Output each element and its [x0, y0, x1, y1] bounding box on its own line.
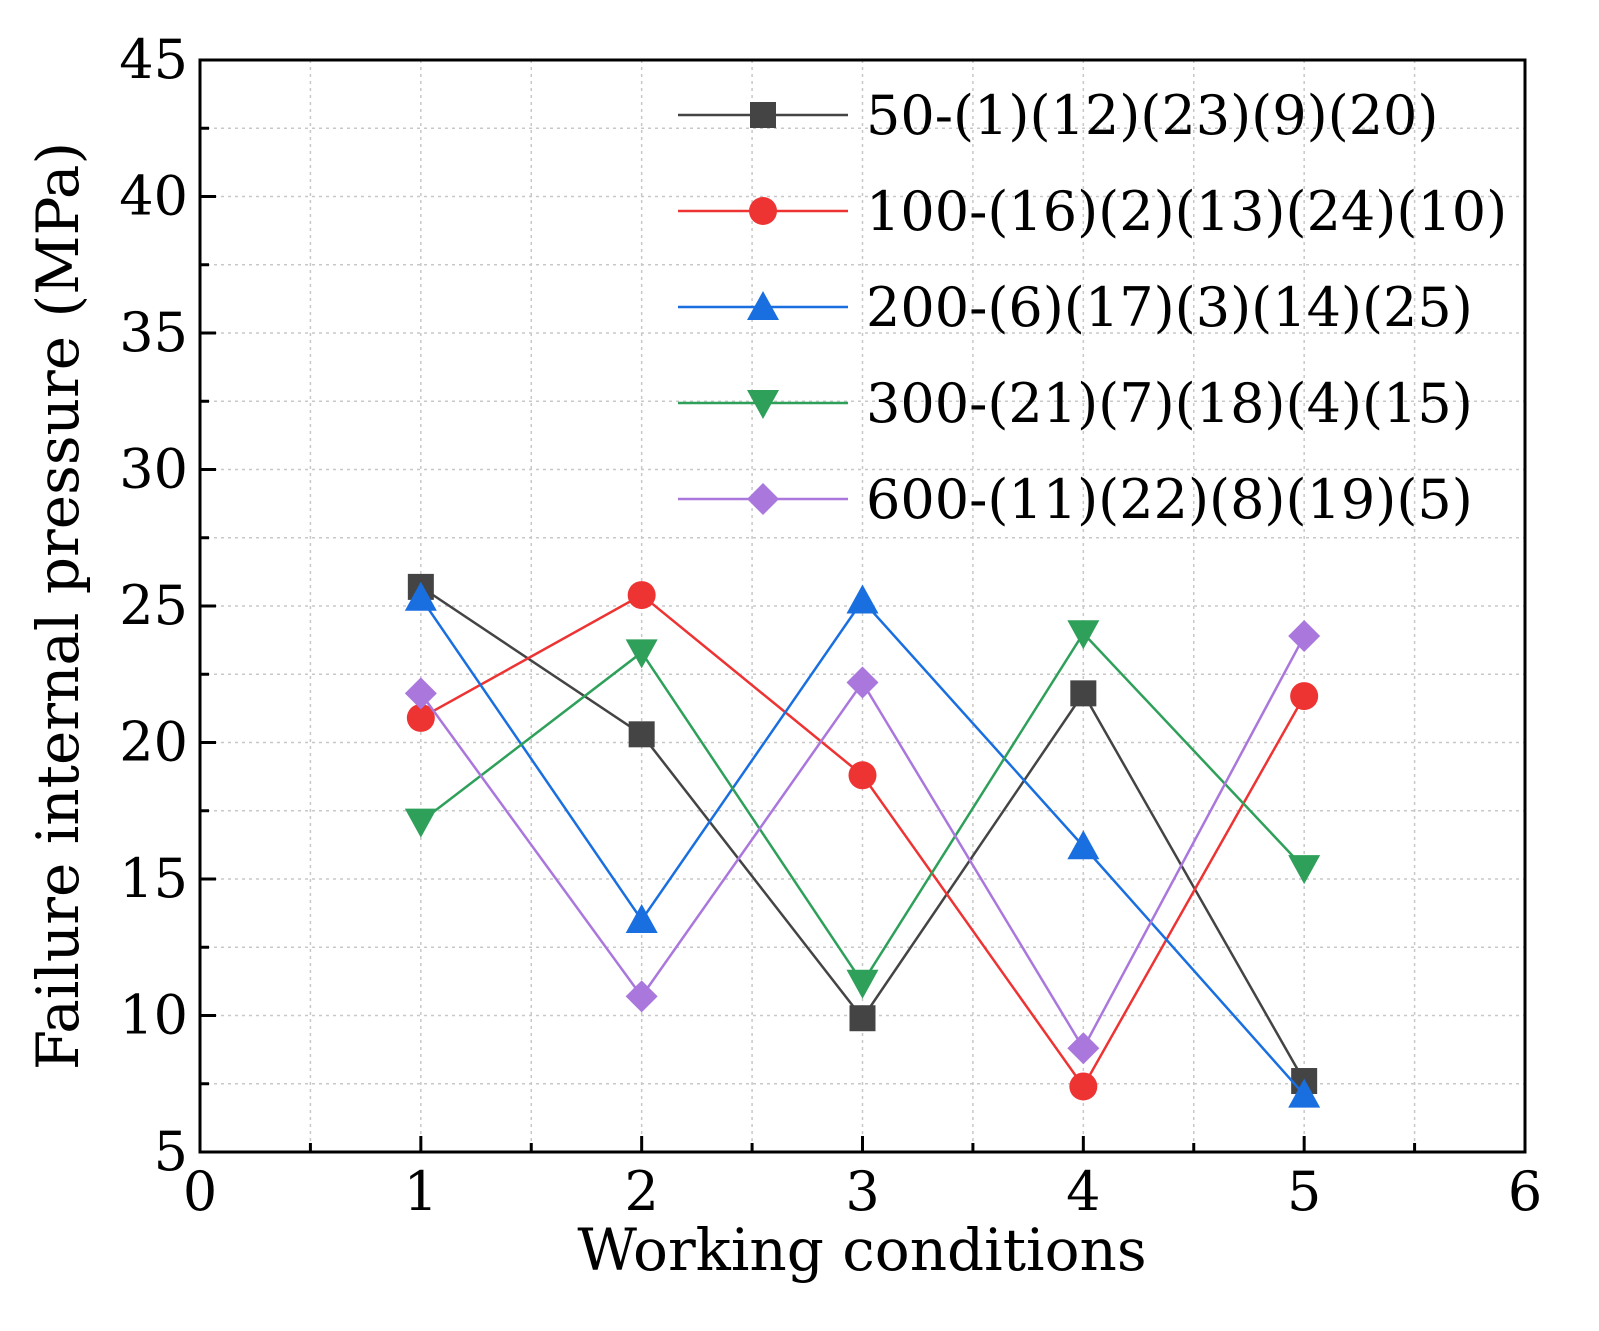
y-tick-label: 45 [119, 28, 188, 91]
x-tick-label: 2 [624, 1160, 658, 1223]
y-tick-label: 15 [119, 847, 188, 910]
legend-marker [750, 102, 776, 128]
legend-label: 300-(21)(7)(18)(4)(15) [866, 372, 1473, 435]
data-point [846, 584, 879, 614]
data-point [404, 808, 437, 838]
legend-marker [747, 483, 779, 515]
data-point [625, 903, 658, 933]
y-tick-label: 10 [119, 984, 188, 1047]
legend-item: 200-(6)(17)(3)(14)(25) [678, 276, 1473, 339]
x-tick-label: 1 [404, 1160, 438, 1223]
legend-item: 600-(11)(22)(8)(19)(5) [678, 468, 1473, 531]
axis-ticks [198, 58, 1527, 1154]
y-tick-label: 20 [119, 711, 188, 774]
legend-label: 600-(11)(22)(8)(19)(5) [866, 468, 1473, 531]
legend-label: 100-(16)(2)(13)(24)(10) [866, 180, 1507, 243]
series-2 [406, 581, 1319, 1101]
data-point [628, 721, 655, 748]
series-layer [404, 573, 1321, 1108]
data-point [846, 969, 879, 999]
data-point [1288, 855, 1321, 885]
data-point [1070, 680, 1097, 707]
legend-marker [747, 291, 779, 320]
data-point [849, 1005, 876, 1032]
legend-marker [747, 390, 779, 419]
data-point [1067, 830, 1100, 860]
x-tick-label: 4 [1066, 1160, 1100, 1223]
y-tick-label: 40 [119, 165, 188, 228]
data-point [625, 639, 658, 669]
x-tick-label: 5 [1287, 1160, 1321, 1223]
data-point [627, 581, 656, 610]
data-point [625, 980, 658, 1013]
x-axis-title: Working conditions [577, 1216, 1146, 1284]
legend-item: 300-(21)(7)(18)(4)(15) [678, 372, 1473, 435]
legend-item: 50-(1)(12)(23)(9)(20) [678, 84, 1438, 147]
legend-marker [749, 197, 777, 225]
data-point [846, 666, 879, 699]
data-point [406, 703, 435, 732]
data-point [1290, 682, 1319, 711]
data-point [1067, 1032, 1100, 1065]
legend-item: 100-(16)(2)(13)(24)(10) [678, 180, 1507, 243]
legend-label: 50-(1)(12)(23)(9)(20) [866, 84, 1438, 147]
y-tick-label: 35 [119, 301, 188, 364]
x-tick-label: 3 [845, 1160, 879, 1223]
data-point [1067, 620, 1100, 650]
x-tick-label: 0 [183, 1160, 217, 1223]
data-point [1288, 1078, 1321, 1108]
data-point [404, 677, 437, 710]
y-tick-label: 30 [119, 438, 188, 501]
data-point [848, 761, 877, 790]
series-4 [404, 620, 1321, 999]
series-5 [404, 620, 1321, 1065]
y-axis-title: Failure internal pressure (MPa) [24, 142, 92, 1070]
x-tick-label: 6 [1508, 1160, 1542, 1223]
data-point [1288, 620, 1321, 653]
y-tick-label: 25 [119, 574, 188, 637]
data-point [404, 581, 437, 611]
legend-label: 200-(6)(17)(3)(14)(25) [866, 276, 1473, 339]
legend: 50-(1)(12)(23)(9)(20) 100-(16)(2)(13)(24)… [678, 84, 1507, 531]
data-point [1069, 1072, 1098, 1101]
series-3 [404, 581, 1321, 1108]
y-tick-label: 5 [154, 1120, 188, 1183]
